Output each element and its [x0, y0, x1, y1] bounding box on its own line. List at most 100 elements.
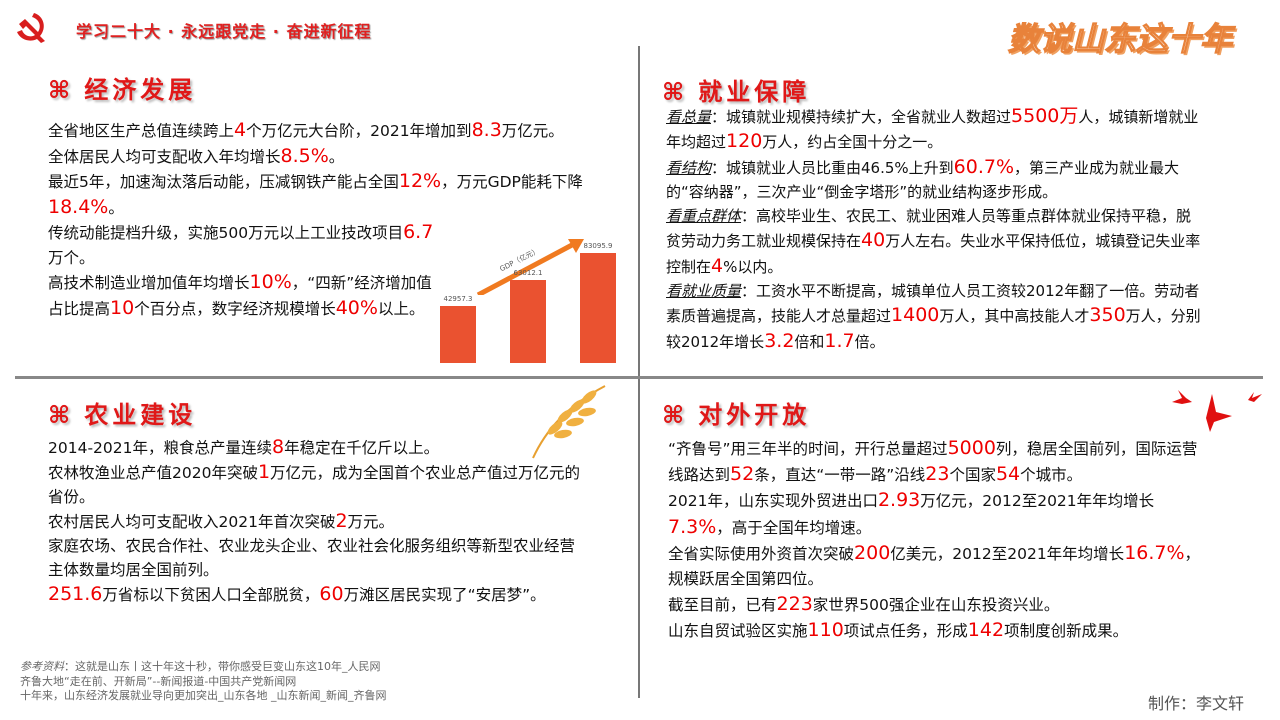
text-segment: 。 [108, 198, 124, 217]
highlight-number: 1.7 [824, 329, 855, 352]
section-title-text: 对外开放 [698, 401, 811, 429]
text-segment: 全省地区生产总值连续跨上 [48, 122, 235, 140]
party-emblem-icon [14, 10, 48, 44]
section-title-employment: ⌘ 就业保障 [662, 72, 810, 107]
section-title-text: 农业建设 [84, 401, 197, 429]
trend-arrow-icon [476, 239, 584, 295]
highlight-number: 40% [335, 296, 378, 319]
paragraph: 251.6万省标以下贫困人口全部脱贫，60万滩区居民实现了“安居梦”。 [48, 582, 588, 607]
paragraph: 2021年，山东实现外贸进出口2.93万亿元，2012至2021年年均增长 7.3… [668, 488, 1208, 540]
highlight-number: 200 [854, 541, 891, 564]
author-credit: 制作：李文轩 [1148, 694, 1245, 713]
subheading-label: 看就业质量 [666, 282, 742, 301]
paragraph: 看结构：城镇就业人员比重由46.5%上升到60.7%，第三产业成为就业最大的“容… [666, 155, 1201, 205]
text-segment: 年稳定在千亿斤以上。 [284, 439, 440, 457]
highlight-number: 12% [398, 170, 442, 192]
highlight-number: 40 [861, 229, 886, 252]
text-segment: 个万亿元大台阶，2021年增加到 [246, 122, 472, 140]
highlight-number: 2.93 [877, 489, 921, 512]
highlight-number: 23 [925, 463, 950, 486]
references: 参考资料：这就是山东丨这十年这十秒，带你感受巨变山东这10年_人民网 齐鲁大地“… [20, 660, 387, 704]
text-segment: 。 [328, 147, 345, 166]
text-segment: 列，稳居全国前列，国际运营线路达到 [668, 440, 1198, 485]
subheading-label: 看重点群体 [666, 207, 742, 226]
paragraph: 最近5年，加速淘汰落后动能，压减钢铁产能占全国12%，万元GDP能耗下降 18.4… [48, 169, 583, 220]
bar-value-label: 42957.3 [443, 295, 473, 304]
paragraph: 农林牧渔业总产值2020年突破1万亿元，成为全国首个农业总产值过万亿元的省份。 [48, 460, 588, 509]
text-segment: 万滩区居民实现了“安居梦”。 [343, 586, 546, 604]
highlight-number: 7.3% [668, 515, 717, 538]
highlight-number: 10 [110, 296, 135, 319]
text-segment: ，“四新”经济增加值占比提高 [48, 274, 432, 318]
reference-line: 参考资料：这就是山东丨这十年这十秒，带你感受巨变山东这10年_人民网 [20, 660, 387, 675]
agriculture-content: 2014-2021年，粮食总产量连续8年稳定在千亿斤以上。 农林牧渔业总产值202… [48, 435, 588, 607]
highlight-number: 10% [249, 271, 292, 293]
text-segment: 万省标以下贫困人口全部脱贫， [102, 586, 320, 604]
paragraph: 截至目前，已有223家世界500强企业在山东投资兴业。 [668, 592, 1208, 618]
section-title-agriculture: ⌘ 农业建设 [48, 395, 196, 430]
employment-content: 看总量：城镇就业规模持续扩大，全省就业人数超过5500万人，城镇新增就业年均超过… [666, 104, 1201, 354]
text-segment: ，高于全国年均增速。 [716, 518, 872, 537]
paragraph: 家庭农场、农民合作社、农业龙头企业、农业社会化服务组织等新型农业经营主体数量均居… [48, 534, 588, 582]
text-segment: 全体居民人均可支配收入年均增长 [48, 147, 281, 166]
text-segment: ，第三产业成为就业最大的“容纳器”，三次产业“倒金字塔形”的就业结构逐步形成。 [666, 158, 1180, 201]
text-segment: 万亿元，成为全国首个农业总产值过万亿元的省份。 [48, 464, 581, 506]
text-segment: ，万元GDP能耗下降 [441, 173, 583, 191]
text-segment: 人，城镇新增就业年均超过 [666, 108, 1199, 152]
paragraph: 看就业质量：工资水平不断提高，城镇单位人员工资较2012年翻了一倍。劳动者素质普… [666, 279, 1201, 354]
text-segment: 万亿元。 [501, 122, 564, 140]
text-segment: 以上。 [377, 299, 425, 318]
highlight-number: 16.7% [1124, 541, 1185, 564]
text-segment: 亿美元，2012至2021年年均增长 [890, 544, 1125, 563]
text-segment: 家世界500强企业在山东投资兴业。 [812, 596, 1060, 615]
section-title-text: 经济发展 [84, 76, 197, 104]
text-segment: 万人左右。失业水平保持低位，城镇登记失业率控制在 [666, 232, 1201, 276]
page-title: 数说山东这十年 [1007, 19, 1232, 58]
text-segment: 2021年，山东实现外贸进出口 [668, 492, 878, 511]
text-segment: 条，直达“一带一路”沿线 [754, 466, 926, 485]
text-segment: ：城镇就业规模持续扩大，全省就业人数超过 [711, 108, 1012, 126]
chart-bar [440, 306, 476, 363]
paragraph: 全体居民人均可支配收入年均增长8.5%。 [48, 144, 583, 170]
text-segment: 家庭农场、农民合作社、农业龙头企业、农业社会化服务组织等新型农业经营主体数量均居… [48, 537, 576, 579]
section-title-text: 就业保障 [698, 78, 811, 106]
text-segment: 截至目前，已有 [668, 596, 777, 615]
text-segment: 万个。 [48, 248, 95, 267]
economy-content: 全省地区生产总值连续跨上4个万亿元大台阶，2021年增加到8.3万亿元。全体居民… [48, 118, 583, 321]
highlight-number: 52 [730, 463, 755, 486]
text-segment: 项试点任务，形成 [843, 622, 968, 641]
highlight-number: 120 [726, 130, 763, 153]
highlight-number: 251.6 [48, 583, 103, 605]
bar-value-label: 63012.1 [513, 268, 543, 277]
text-segment: ，规模跃居全国第四位。 [668, 544, 1201, 589]
reference-text: ：这就是山东丨这十年这十秒，带你感受巨变山东这10年_人民网 [64, 660, 381, 673]
paragraph: 看重点群体：高校毕业生、农民工、就业困难人员等重点群体就业保持平稳，脱贫劳动力务… [666, 204, 1201, 279]
text-segment: 万亿元，2012至2021年年均增长 [920, 492, 1155, 511]
text-segment: 全省实际使用外资首次突破 [668, 544, 855, 563]
text-segment: ：工资水平不断提高，城镇单位人员工资较2012年翻了一倍。劳动者素质普遍提高，技… [666, 282, 1200, 326]
reference-line: 十年来，山东经济发展就业导向更加突出_山东各地 _山东新闻_新闻_齐鲁网 [20, 689, 387, 702]
text-segment: 万人，约占全国十分之一。 [762, 133, 943, 152]
text-segment: 农林牧渔业总产值2020年突破 [48, 464, 258, 482]
text-segment: 农村居民人均可支配收入2021年首次突破 [48, 513, 336, 531]
paragraph: 高技术制造业增加值年均增长10%，“四新”经济增加值占比提高10个百分点，数字经… [48, 270, 438, 321]
paragraph: 全省实际使用外资首次突破200亿美元，2012至2021年年均增长16.7%，规… [668, 541, 1208, 592]
command-icon: ⌘ [48, 401, 75, 429]
highlight-number: 18.4% [48, 195, 109, 218]
text-segment: %以内。 [723, 257, 783, 276]
section-title-opening: ⌘ 对外开放 [662, 395, 810, 430]
bar-value-label: 83095.9 [583, 242, 613, 250]
references-label: 参考资料 [20, 660, 64, 673]
text-segment: 山东自贸试验区实施 [668, 622, 808, 641]
vertical-divider [638, 46, 640, 698]
highlight-number: 4 [711, 254, 724, 277]
text-segment: 传统动能提档升级，实施500万元以上工业技改项目 [48, 224, 404, 242]
command-icon: ⌘ [662, 78, 689, 106]
paragraph: 农村居民人均可支配收入2021年首次突破2万元。 [48, 509, 588, 534]
banner-slogan: 学习二十大 · 永远跟党走 · 奋进新征程 [76, 22, 372, 41]
gdp-chart: GDP（亿元） 42957.3 63012.1 83095.9 [430, 235, 630, 370]
highlight-number: 4 [234, 119, 247, 141]
highlight-number: 8.3 [471, 119, 502, 141]
paragraph: 传统动能提档升级，实施500万元以上工业技改项目6.7 万个。 [48, 220, 448, 270]
text-segment: 项制度创新成果。 [1004, 622, 1129, 641]
